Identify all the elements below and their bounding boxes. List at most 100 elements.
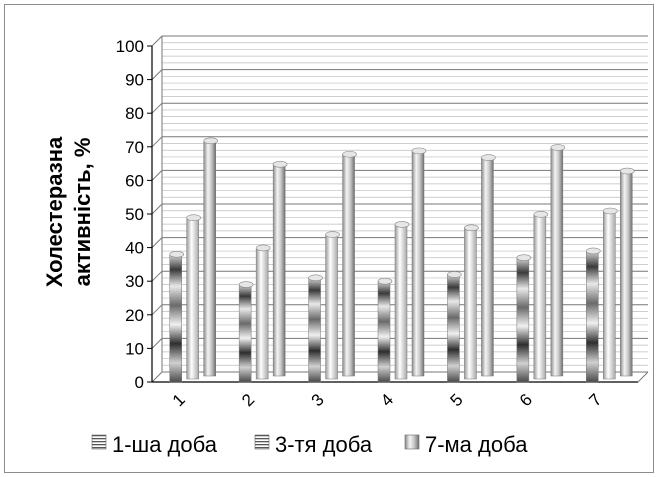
bar-cap xyxy=(481,154,496,161)
legend-item: 7-ма доба xyxy=(404,432,528,457)
bar-body xyxy=(186,217,199,380)
bar-cap xyxy=(272,161,288,168)
x-tick-label: 1 xyxy=(169,390,189,410)
gridline-connector xyxy=(151,136,163,148)
bar-body xyxy=(447,274,460,383)
bar-body xyxy=(238,284,252,383)
gridline-connector xyxy=(151,35,163,47)
legend-label: 3-тя доба xyxy=(275,432,373,457)
bar-cap xyxy=(238,281,254,288)
bar-body xyxy=(481,157,494,377)
bar xyxy=(342,150,357,377)
gridline-connector xyxy=(151,371,163,383)
bar-cap xyxy=(602,207,618,215)
x-tick-label: 3 xyxy=(308,390,328,410)
bar-body xyxy=(169,254,182,383)
gridline-connector xyxy=(151,69,163,80)
legend-swatch xyxy=(91,434,107,450)
y-tick-label: 100 xyxy=(116,37,144,56)
bar-cap xyxy=(533,211,549,218)
bar-cap xyxy=(325,231,340,238)
bar xyxy=(533,211,549,380)
bar-cap xyxy=(464,224,479,232)
x-tick-label: 2 xyxy=(238,390,258,410)
bar-body xyxy=(603,210,616,380)
bar xyxy=(203,137,219,377)
bars xyxy=(169,137,635,383)
bar-cap xyxy=(585,247,601,255)
legend-swatch xyxy=(404,434,420,450)
bar-body xyxy=(308,277,321,383)
bar-cap xyxy=(394,221,410,228)
bar xyxy=(585,247,601,383)
legend: 1-ша доба 3-тя доба 7-ма доба xyxy=(91,432,528,457)
bar-body xyxy=(411,150,425,377)
bar xyxy=(394,221,410,380)
bar-cap xyxy=(203,137,219,145)
bar xyxy=(516,254,532,383)
bar xyxy=(481,154,496,377)
floor-edge xyxy=(637,371,649,383)
gridline-connector xyxy=(151,203,163,215)
x-tick-label: 6 xyxy=(516,390,536,410)
y-tick-label: 50 xyxy=(125,205,144,224)
y-tick-label: 90 xyxy=(125,71,144,90)
bar xyxy=(377,277,393,383)
y-tick-label: 30 xyxy=(125,272,144,291)
bar-cap xyxy=(411,147,427,155)
bar-body xyxy=(203,140,216,377)
x-tick-label: 7 xyxy=(585,390,605,410)
bar-body xyxy=(516,257,530,383)
bar-body xyxy=(464,227,477,380)
y-tick-label: 80 xyxy=(125,104,144,123)
bar xyxy=(411,147,427,377)
y-tick-label: 40 xyxy=(125,239,144,258)
gridline-connector xyxy=(151,338,163,349)
y-tick-label: 10 xyxy=(125,339,144,358)
bar xyxy=(550,144,566,377)
bar-body xyxy=(342,153,355,377)
y-tick-label: 60 xyxy=(125,171,144,190)
bar xyxy=(308,274,323,383)
gridline-connector xyxy=(151,270,163,282)
gridline-connector xyxy=(151,102,163,114)
x-tick-label: 4 xyxy=(377,390,397,410)
bar-body xyxy=(325,234,338,380)
bar-cap xyxy=(619,167,635,175)
bar-cap xyxy=(447,271,462,278)
bar-body xyxy=(533,214,547,380)
bar-body xyxy=(272,164,286,377)
bar-cap xyxy=(550,144,566,151)
x-tick-label: 5 xyxy=(446,390,466,410)
bar-body xyxy=(550,147,564,377)
bar xyxy=(255,244,271,380)
gridline-connector xyxy=(151,170,163,181)
legend-swatch xyxy=(254,434,270,450)
bar-body xyxy=(255,247,269,380)
y-tick-label: 0 xyxy=(135,373,144,392)
bar-body xyxy=(377,280,391,383)
legend-item: 3-тя доба xyxy=(254,432,373,457)
bar-cap xyxy=(377,277,393,285)
bar xyxy=(238,281,254,383)
bar-cap xyxy=(342,150,357,158)
legend-item: 1-ша доба xyxy=(91,432,218,457)
bar-body xyxy=(620,170,633,377)
y-axis-label: Холестеразна активність, % xyxy=(42,136,95,287)
bar-cap xyxy=(255,244,271,252)
bar-cap xyxy=(186,214,202,222)
bar xyxy=(169,251,185,383)
y-tick-label: 70 xyxy=(125,138,144,157)
tick-labels: 0 10 20 30 40 50 60 70 80 90 100 1 2 3 4 5 6 7 xyxy=(116,37,606,410)
bar-body xyxy=(586,250,599,383)
bar-cap xyxy=(169,251,185,258)
gridline-connector xyxy=(151,237,163,248)
y-tick-label: 20 xyxy=(125,306,144,325)
bar xyxy=(602,207,618,380)
bar xyxy=(272,161,288,377)
bar-cap xyxy=(516,254,532,261)
bar xyxy=(186,214,202,380)
bar xyxy=(464,224,479,380)
bar xyxy=(325,231,340,380)
